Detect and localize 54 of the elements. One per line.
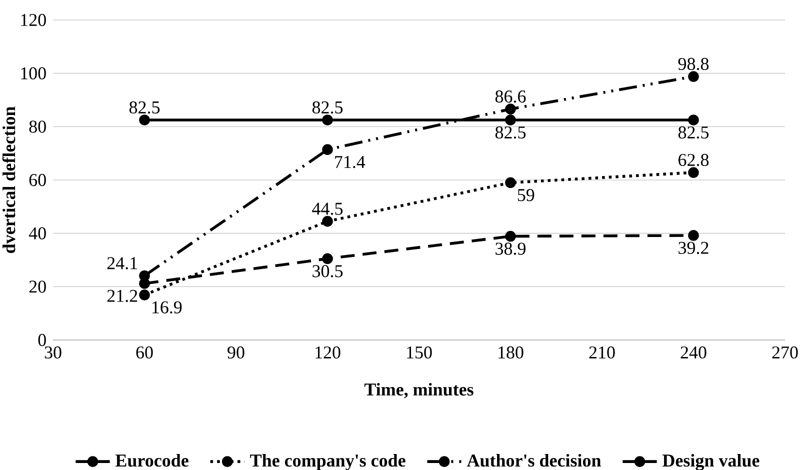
point xyxy=(139,270,150,282)
legend-label: Author's decision xyxy=(466,454,602,467)
point xyxy=(505,104,516,114)
y-tick-label: 80 xyxy=(29,120,46,133)
point xyxy=(139,290,150,300)
legend-label: Eurocode xyxy=(116,454,188,467)
x-tick-label: 150 xyxy=(407,346,432,359)
y-tick-label: 60 xyxy=(29,174,46,186)
x-tick-label: 210 xyxy=(589,346,615,359)
point xyxy=(505,230,516,242)
data-label: 82.5 xyxy=(129,101,160,114)
x-tick-label: 90 xyxy=(228,346,244,359)
point xyxy=(688,167,699,178)
data-label: 59 xyxy=(518,189,534,202)
point xyxy=(688,230,699,241)
y-tick-label: 120 xyxy=(21,14,46,26)
legend-label: The company's code xyxy=(250,454,406,470)
point xyxy=(322,253,333,264)
data-label: 62.8 xyxy=(678,154,709,166)
data-label: 71.4 xyxy=(335,156,366,168)
point xyxy=(505,114,516,126)
point xyxy=(322,114,333,126)
y-tick-label: 0 xyxy=(38,334,46,346)
point xyxy=(688,71,699,82)
data-label: 82.5 xyxy=(678,126,709,139)
x-tick-label: 120 xyxy=(316,346,340,359)
x-axis-title: Time, minutes xyxy=(364,382,474,398)
data-label: 21.2 xyxy=(107,290,138,302)
x-tick-label: 180 xyxy=(498,346,524,359)
point xyxy=(322,144,333,155)
y-tick-label: 100 xyxy=(21,67,46,80)
point xyxy=(322,216,333,227)
legend-label: Design value xyxy=(662,454,760,470)
y-axis-title: dvertical deflection xyxy=(2,106,16,253)
data-label: 16.9 xyxy=(152,301,182,314)
data-label: 38.9 xyxy=(496,242,526,255)
data-label: 24.1 xyxy=(107,257,138,270)
y-tick-label: 20 xyxy=(29,280,46,293)
data-label: 30.5 xyxy=(312,265,343,278)
data-label: 39.2 xyxy=(678,242,708,254)
point xyxy=(139,278,150,289)
data-label: 44.5 xyxy=(312,202,343,215)
data-label: 82.5 xyxy=(312,101,343,114)
x-tick-label: 60 xyxy=(136,346,153,359)
point xyxy=(505,177,516,188)
point xyxy=(688,114,699,126)
x-tick-label: 270 xyxy=(772,346,798,359)
data-label: 98.8 xyxy=(678,58,709,70)
data-label: 86.6 xyxy=(495,90,526,103)
x-tick-label: 240 xyxy=(680,346,706,359)
y-tick-label: 40 xyxy=(28,227,46,240)
data-label: 82.5 xyxy=(495,126,526,139)
point xyxy=(139,114,150,126)
x-tick-label: 30 xyxy=(44,346,62,359)
